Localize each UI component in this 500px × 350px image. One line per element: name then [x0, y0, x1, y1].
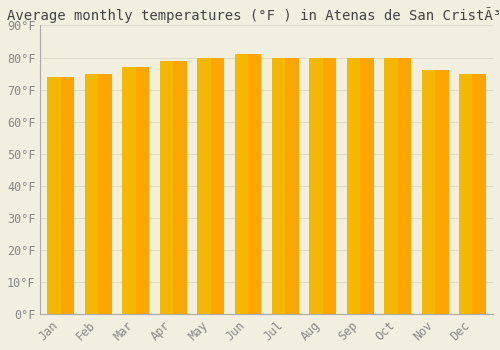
Bar	[286, 57, 299, 314]
Bar	[61, 77, 74, 314]
Bar	[323, 57, 336, 314]
Bar	[122, 67, 136, 314]
Bar	[360, 57, 374, 314]
Bar	[210, 57, 224, 314]
Title: Average monthly temperatures (°F ) in Atenas de San CristÃ³bal: Average monthly temperatures (°F ) in At…	[7, 7, 500, 23]
Bar	[85, 74, 98, 314]
Bar	[234, 54, 248, 314]
Bar	[347, 57, 360, 314]
Bar	[472, 74, 486, 314]
Bar	[459, 74, 472, 314]
Bar	[272, 57, 285, 314]
Bar	[136, 67, 149, 314]
Bar	[248, 54, 262, 314]
Bar	[398, 57, 411, 314]
Bar	[160, 61, 173, 314]
Bar	[310, 57, 323, 314]
Bar	[197, 57, 210, 314]
Bar	[422, 70, 435, 314]
Bar	[384, 57, 398, 314]
Bar	[173, 61, 186, 314]
Bar	[435, 70, 448, 314]
Bar	[98, 74, 112, 314]
Bar	[48, 77, 61, 314]
